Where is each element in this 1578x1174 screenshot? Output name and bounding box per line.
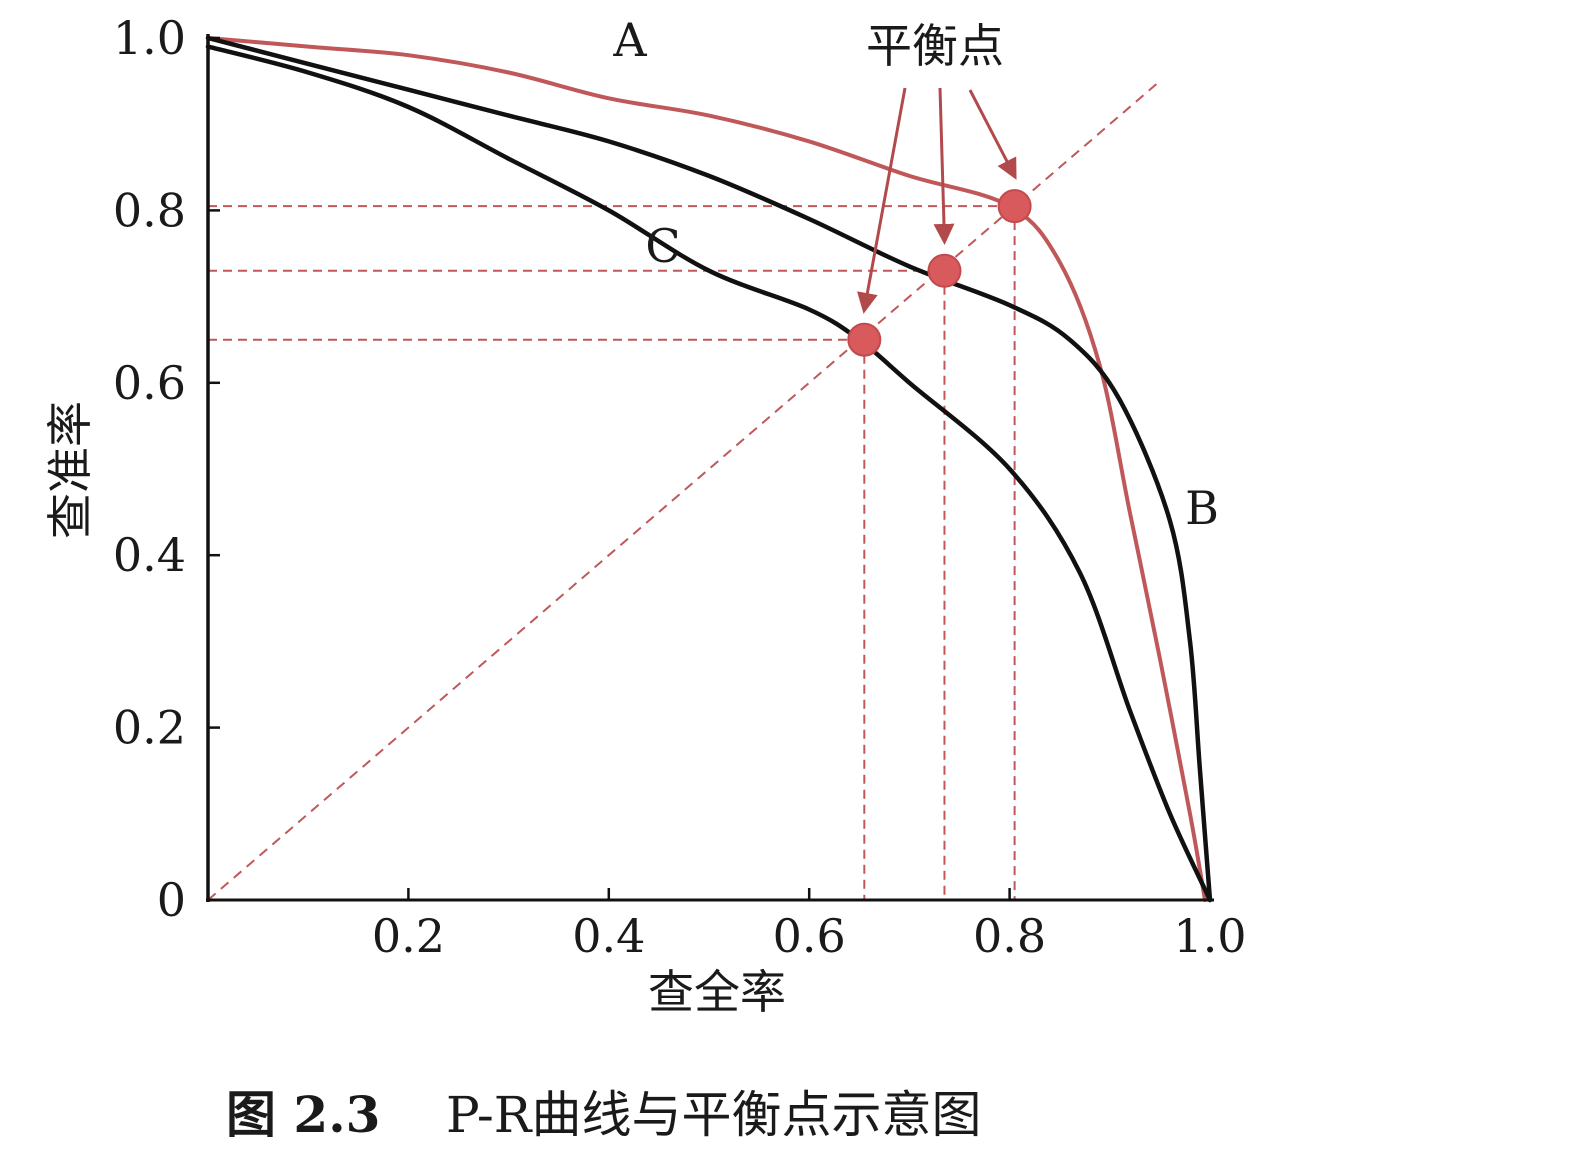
arrow-to-a — [968, 89, 1017, 180]
x-tick-label: 0.4 — [572, 909, 645, 963]
x-tick-label: 1.0 — [1173, 909, 1246, 963]
arrow-to-c — [857, 87, 907, 314]
curves-group — [205, 35, 1213, 903]
curve-c — [205, 44, 1213, 903]
x-axis-label: 查全率 — [648, 965, 786, 1019]
axes-group — [206, 34, 1214, 902]
break-even-point-c — [847, 322, 882, 357]
arrow-to-b — [933, 87, 955, 245]
y-tick-label: 0.2 — [113, 701, 186, 755]
break-even-point-a — [997, 189, 1032, 224]
y-tick-label: 0.8 — [113, 183, 186, 237]
curve-label-c: C — [645, 219, 680, 273]
caption-text: P-R曲线与平衡点示意图 — [446, 1086, 981, 1144]
curve-label-a: A — [612, 13, 647, 67]
y-tick-label: 0 — [157, 873, 186, 927]
y-tick-label: 0.6 — [113, 356, 186, 410]
x-tick-label: 0.6 — [773, 909, 846, 963]
curve-label-b: B — [1185, 481, 1219, 535]
arrows-group — [857, 87, 1017, 314]
y-tick-label: 1.0 — [113, 11, 186, 65]
x-tick-label: 0.8 — [973, 909, 1046, 963]
curve-b — [205, 35, 1213, 903]
break-even-point-b — [927, 253, 962, 288]
guide-lines — [208, 205, 1016, 900]
diagonal-group — [207, 80, 1161, 901]
text-group: 查全率 查准率 平衡点 图 2.3 P-R曲线与平衡点示意图 0 0.2 0.4 0.… — [43, 11, 1247, 1144]
y-axis-label: 查准率 — [43, 401, 97, 539]
curve-a — [206, 36, 1207, 902]
x-tick-label: 0.2 — [372, 909, 445, 963]
diagonal-line — [207, 80, 1161, 901]
y-tick-label: 0.4 — [113, 528, 186, 582]
caption-number: 图 2.3 — [226, 1085, 380, 1144]
markers-group — [847, 189, 1032, 357]
break-even-annotation: 平衡点 — [866, 19, 1004, 73]
